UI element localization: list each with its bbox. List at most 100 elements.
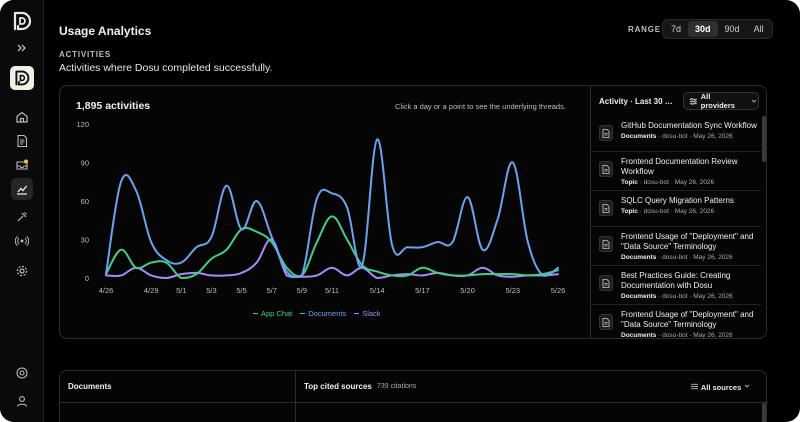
x-tick-label: 4/26 bbox=[99, 286, 114, 295]
section-subtitle: Activities where Dosu completed successf… bbox=[59, 62, 273, 74]
activity-line-chart[interactable]: 0 30 60 90 120 4/26 4/29 5/1 5/3 5/5 5/7 5/9 5/11 5/1… bbox=[60, 86, 590, 339]
user-profile-icon[interactable] bbox=[12, 391, 32, 411]
x-tick-label: 5/23 bbox=[505, 286, 520, 295]
data-point-app-chat bbox=[179, 276, 184, 281]
integrations-icon[interactable] bbox=[12, 207, 32, 227]
activity-meta: Documents · dosu-bot · May 26, 2026 bbox=[621, 332, 733, 339]
range-30d-button[interactable]: 30d bbox=[688, 21, 718, 37]
data-point-app-chat bbox=[254, 229, 259, 234]
x-tick-label: 5/11 bbox=[325, 286, 339, 295]
activity-list-item[interactable]: SQLC Query Migration Patterns Topic · dos… bbox=[591, 191, 761, 227]
sources-scrollbar[interactable] bbox=[762, 403, 766, 422]
providers-filter-button[interactable]: All providers bbox=[683, 92, 759, 110]
dosu-logo-icon[interactable] bbox=[12, 11, 32, 31]
x-tick-label: 5/17 bbox=[415, 286, 430, 295]
data-point-documents bbox=[540, 273, 545, 278]
activity-list-item[interactable]: Best Practices Guide: Creating Documenta… bbox=[591, 266, 761, 305]
chart-hint: Click a day or a point to see the underl… bbox=[395, 102, 566, 111]
legend-slack[interactable]: Slack bbox=[354, 309, 381, 318]
activity-list-scrollbar[interactable] bbox=[762, 116, 766, 162]
document-icon bbox=[599, 275, 613, 291]
data-point-app-chat bbox=[450, 273, 455, 278]
data-point-slack bbox=[345, 273, 350, 278]
documents-heading: Documents bbox=[68, 382, 112, 391]
analytics-icon[interactable] bbox=[11, 178, 33, 200]
data-point-slack bbox=[314, 273, 319, 278]
activity-meta: Documents · dosu-bot · May 26, 2026 bbox=[621, 254, 733, 261]
top-cited-sources-heading: Top cited sources bbox=[304, 382, 372, 391]
activity-list-item[interactable]: Frontend Documentation Review Workflow To… bbox=[591, 152, 761, 191]
data-point-app-chat bbox=[134, 265, 139, 270]
legend-documents[interactable]: Documents bbox=[300, 309, 346, 318]
x-tick-label: 5/5 bbox=[236, 286, 246, 295]
data-point-slack bbox=[420, 273, 425, 278]
range-all-button[interactable]: All bbox=[753, 24, 764, 34]
filter-sliders-icon bbox=[689, 97, 697, 105]
data-point-documents bbox=[224, 183, 229, 188]
activity-title: Frontend Usage of "Deployment" and "Data… bbox=[621, 232, 754, 251]
data-point-slack bbox=[254, 260, 259, 265]
data-point-app-chat bbox=[194, 272, 199, 277]
sources-filter-button[interactable]: All sources bbox=[690, 382, 751, 392]
data-point-app-chat bbox=[420, 265, 425, 270]
help-icon[interactable] bbox=[12, 363, 32, 383]
activity-list-item[interactable]: Frontend Usage of "Deployment" and "Data… bbox=[591, 227, 761, 266]
data-point-documents bbox=[465, 195, 470, 200]
document-icon[interactable] bbox=[12, 131, 32, 151]
expand-sidebar-icon[interactable] bbox=[12, 38, 32, 58]
inbox-icon[interactable] bbox=[12, 155, 32, 175]
range-90d-button[interactable]: 90d bbox=[724, 24, 740, 34]
data-point-documents bbox=[314, 196, 319, 201]
data-point-app-chat bbox=[510, 272, 515, 277]
series-line-slack bbox=[105, 238, 559, 279]
document-icon bbox=[599, 161, 613, 177]
data-point-app-chat bbox=[375, 269, 380, 274]
data-point-documents bbox=[119, 179, 124, 184]
workspace-avatar[interactable] bbox=[10, 66, 34, 90]
data-point-documents bbox=[104, 272, 109, 277]
data-point-slack bbox=[480, 265, 485, 270]
activity-list-item[interactable]: GitHub Documentation Sync Workflow Docume… bbox=[591, 116, 761, 152]
range-7d-button[interactable]: 7d bbox=[671, 24, 682, 34]
data-point-documents bbox=[239, 227, 244, 232]
range-label: RANGE bbox=[628, 25, 661, 34]
data-point-documents bbox=[269, 234, 274, 239]
data-point-app-chat bbox=[405, 273, 410, 278]
panel-title: Activity · Last 30 … bbox=[599, 97, 673, 106]
data-point-documents bbox=[375, 137, 380, 142]
data-point-app-chat bbox=[314, 240, 319, 245]
data-point-documents bbox=[450, 240, 455, 245]
chevron-down-icon bbox=[751, 99, 757, 103]
document-icon bbox=[599, 314, 613, 330]
home-icon[interactable] bbox=[12, 107, 32, 127]
page-title: Usage Analytics bbox=[59, 24, 152, 38]
providers-filter-label: All providers bbox=[700, 92, 735, 110]
data-point-slack bbox=[209, 273, 214, 278]
activity-title: Frontend Documentation Review Workflow bbox=[621, 157, 738, 176]
document-icon bbox=[599, 236, 613, 252]
data-point-documents bbox=[495, 216, 500, 221]
data-point-documents bbox=[330, 191, 335, 196]
activity-list[interactable]: GitHub Documentation Sync Workflow Docume… bbox=[591, 116, 761, 339]
data-point-slack bbox=[149, 273, 154, 278]
settings-gear-icon[interactable] bbox=[12, 261, 32, 281]
series-line-documents bbox=[105, 138, 559, 279]
range-selector: 7d 30d 90d All bbox=[662, 19, 773, 39]
broadcast-icon[interactable] bbox=[12, 231, 32, 251]
data-point-documents bbox=[405, 245, 410, 250]
data-point-documents bbox=[164, 258, 169, 263]
data-point-documents bbox=[420, 245, 425, 250]
activity-list-item[interactable]: Frontend Usage of "Deployment" and "Data… bbox=[591, 305, 761, 339]
filter-sliders-icon bbox=[690, 383, 699, 390]
data-point-documents bbox=[254, 199, 259, 204]
data-point-slack bbox=[375, 276, 380, 281]
x-tick-label: 5/14 bbox=[370, 286, 385, 295]
citations-count: 739 citations bbox=[377, 383, 417, 390]
y-tick-label: 0 bbox=[85, 274, 89, 283]
x-tick-label: 5/9 bbox=[297, 286, 307, 295]
legend-app-chat[interactable]: App Chat bbox=[253, 309, 292, 318]
activity-title: Best Practices Guide: Creating Documenta… bbox=[621, 271, 731, 290]
data-point-app-chat bbox=[345, 237, 350, 242]
data-point-documents bbox=[299, 273, 304, 278]
